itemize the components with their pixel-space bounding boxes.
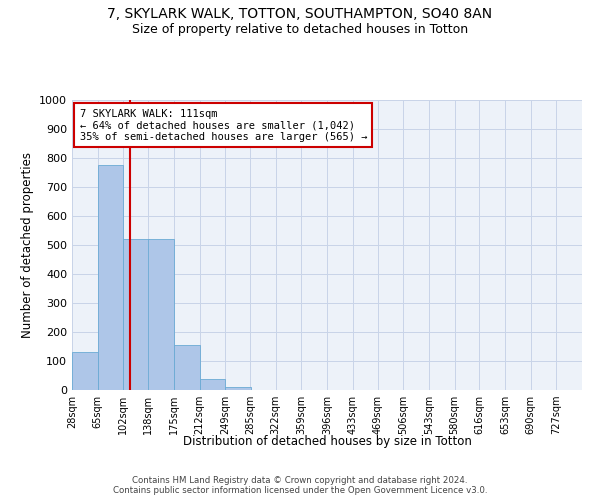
Text: Contains HM Land Registry data © Crown copyright and database right 2024.
Contai: Contains HM Land Registry data © Crown c… (113, 476, 487, 495)
Bar (225, 386, 251, 390)
Bar (123, 239, 149, 390)
Text: Distribution of detached houses by size in Totton: Distribution of detached houses by size … (182, 435, 472, 448)
Y-axis label: Number of detached properties: Number of detached properties (20, 152, 34, 338)
Bar (72, 352, 98, 390)
Bar (174, 345, 199, 390)
Text: Size of property relative to detached houses in Totton: Size of property relative to detached ho… (132, 22, 468, 36)
Bar (199, 380, 225, 390)
Bar (98, 166, 123, 390)
Text: 7, SKYLARK WALK, TOTTON, SOUTHAMPTON, SO40 8AN: 7, SKYLARK WALK, TOTTON, SOUTHAMPTON, SO… (107, 8, 493, 22)
Text: 7 SKYLARK WALK: 111sqm
← 64% of detached houses are smaller (1,042)
35% of semi-: 7 SKYLARK WALK: 111sqm ← 64% of detached… (80, 108, 367, 142)
Bar (148, 239, 174, 390)
